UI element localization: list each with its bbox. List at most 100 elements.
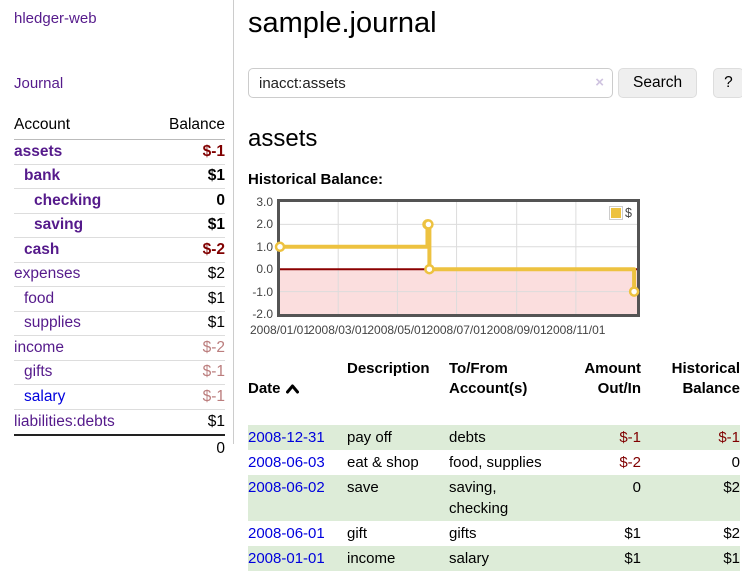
account-balance: $-1	[202, 387, 225, 405]
search-button[interactable]: Search	[618, 68, 698, 98]
x-axis-tick-label: 2008/09/01	[486, 323, 547, 337]
transaction-description: gift	[347, 525, 368, 542]
account-row-cash: cash $-2	[14, 238, 225, 263]
clear-search-icon[interactable]: ×	[595, 74, 604, 91]
account-balance: $2	[207, 265, 225, 283]
search-form: × Search ?	[248, 68, 742, 98]
chart-plot-area: $	[274, 199, 640, 317]
account-link-salary[interactable]: salary	[24, 387, 66, 405]
account-link-food[interactable]: food	[24, 289, 55, 307]
account-link-checking[interactable]: checking	[34, 191, 102, 209]
register-header-row: Date Description To/From Account(s) Amou…	[248, 359, 740, 425]
transaction-date-link[interactable]: 2008-06-03	[248, 454, 325, 471]
transaction-accounts: debts	[449, 429, 486, 446]
register-table: Date Description To/From Account(s) Amou…	[248, 359, 740, 571]
x-axis-tick-label: 2008/11/01	[546, 323, 606, 337]
account-heading: assets	[248, 125, 318, 152]
register-row: 2008-06-02 save saving, checking 0 $2	[248, 475, 740, 521]
account-balance: $1	[207, 314, 225, 332]
account-row-income: income $-2	[14, 336, 225, 361]
account-balance: $-2	[202, 240, 225, 258]
account-balance: $-2	[202, 338, 225, 356]
transaction-amount: $1	[624, 550, 641, 567]
transaction-balance: $1	[723, 550, 740, 567]
transaction-balance: $2	[723, 525, 740, 542]
help-button[interactable]: ?	[713, 68, 742, 98]
transaction-description: save	[347, 479, 379, 496]
historical-balance-chart: 3.0 2.0 1.0 0.0 -1.0 -2.0 $ 2008/01/01 2008/03…	[248, 195, 648, 342]
transaction-date-link[interactable]: 2008-06-02	[248, 479, 325, 496]
y-axis-tick-label: -1.0	[252, 284, 273, 299]
account-link-liabilities-debts[interactable]: liabilities:debts	[14, 412, 115, 430]
app-title-link[interactable]: hledger-web	[14, 10, 97, 27]
description-column-header: Description	[347, 360, 430, 377]
account-balance: $1	[207, 216, 225, 234]
transaction-balance: $-1	[718, 429, 740, 446]
account-link-assets[interactable]: assets	[14, 142, 63, 160]
account-balance: $1	[207, 412, 225, 430]
account-balance: $1	[207, 289, 225, 307]
page-title: sample.journal	[248, 7, 437, 39]
register-row: 2008-12-31 pay off debts $-1 $-1	[248, 425, 740, 450]
account-balance: 0	[216, 191, 225, 209]
transaction-description: pay off	[347, 429, 392, 446]
search-input[interactable]	[248, 68, 613, 98]
main-content: sample.journal × Search ? assets Histori…	[234, 0, 742, 571]
transaction-date-link[interactable]: 2008-01-01	[248, 550, 325, 567]
transaction-amount: $-2	[619, 454, 641, 471]
chart-legend: $	[609, 206, 632, 220]
account-balance: $-1	[202, 363, 225, 381]
sort-ascending-icon	[285, 384, 299, 394]
account-row-food: food $1	[14, 287, 225, 312]
account-link-saving[interactable]: saving	[34, 216, 84, 234]
x-axis-tick-label: 2008/05/01	[367, 323, 428, 337]
y-axis-tick-label: 2.0	[256, 217, 273, 232]
date-column-header[interactable]: Date	[248, 359, 347, 425]
legend-colorbox	[609, 206, 624, 220]
account-balance: $1	[207, 167, 225, 185]
account-link-expenses[interactable]: expenses	[14, 265, 81, 283]
transaction-description: eat & shop	[347, 454, 419, 471]
transaction-date-link[interactable]: 2008-06-01	[248, 525, 325, 542]
account-row-supplies: supplies $1	[14, 312, 225, 336]
accounts-column-header: To/From Account(s)	[449, 360, 528, 397]
x-axis-tick-label: 2008/01/01	[249, 323, 311, 337]
account-row-bank: bank $1	[14, 165, 225, 189]
account-row-assets: assets $-1	[14, 140, 225, 165]
balance-column-header: Historical Balance	[671, 360, 740, 397]
account-row-checking: checking 0	[14, 189, 225, 214]
register-row: 2008-06-01 gift gifts $1 $2	[248, 521, 740, 546]
transaction-amount: $-1	[619, 429, 641, 446]
transaction-amount: $1	[624, 525, 641, 542]
x-axis-tick-label: 2008/03/01	[308, 323, 369, 337]
transaction-accounts: salary	[449, 550, 490, 567]
account-row-salary: salary $-1	[14, 385, 225, 410]
y-axis-tick-label: 1.0	[256, 239, 273, 254]
transaction-accounts: food, supplies	[449, 454, 542, 471]
legend-label: $	[625, 206, 632, 220]
transaction-amount: 0	[632, 479, 641, 496]
account-link-bank[interactable]: bank	[24, 167, 61, 185]
sidebar-item-journal[interactable]: Journal	[14, 75, 64, 92]
chart-svg	[274, 202, 640, 314]
transaction-accounts: saving, checking	[449, 479, 509, 517]
account-link-gifts[interactable]: gifts	[24, 363, 53, 381]
chart-label: Historical Balance:	[248, 171, 384, 188]
transaction-balance: 0	[731, 454, 740, 471]
balance-column-header: Balance	[168, 116, 225, 133]
transaction-date-link[interactable]: 2008-12-31	[248, 429, 325, 446]
sidebar: hledger-web Journal Account Balance asse…	[0, 0, 234, 457]
x-axis-tick-label: 2008/07/01	[426, 323, 487, 337]
transaction-accounts: gifts	[449, 525, 477, 542]
transaction-description: income	[347, 550, 396, 567]
register-row: 2008-01-01 income salary $1 $1	[248, 546, 740, 571]
y-axis-tick-label: -2.0	[252, 307, 273, 321]
account-link-income[interactable]: income	[14, 338, 64, 356]
accounts-total-value: 0	[216, 440, 225, 457]
accounts-table-header: Account Balance	[14, 114, 225, 140]
account-column-header: Account	[14, 116, 71, 133]
account-link-cash[interactable]: cash	[24, 240, 60, 258]
account-row-liabilities-debts: liabilities:debts $1	[14, 410, 225, 435]
transaction-balance: $2	[723, 479, 740, 496]
account-link-supplies[interactable]: supplies	[24, 314, 81, 332]
